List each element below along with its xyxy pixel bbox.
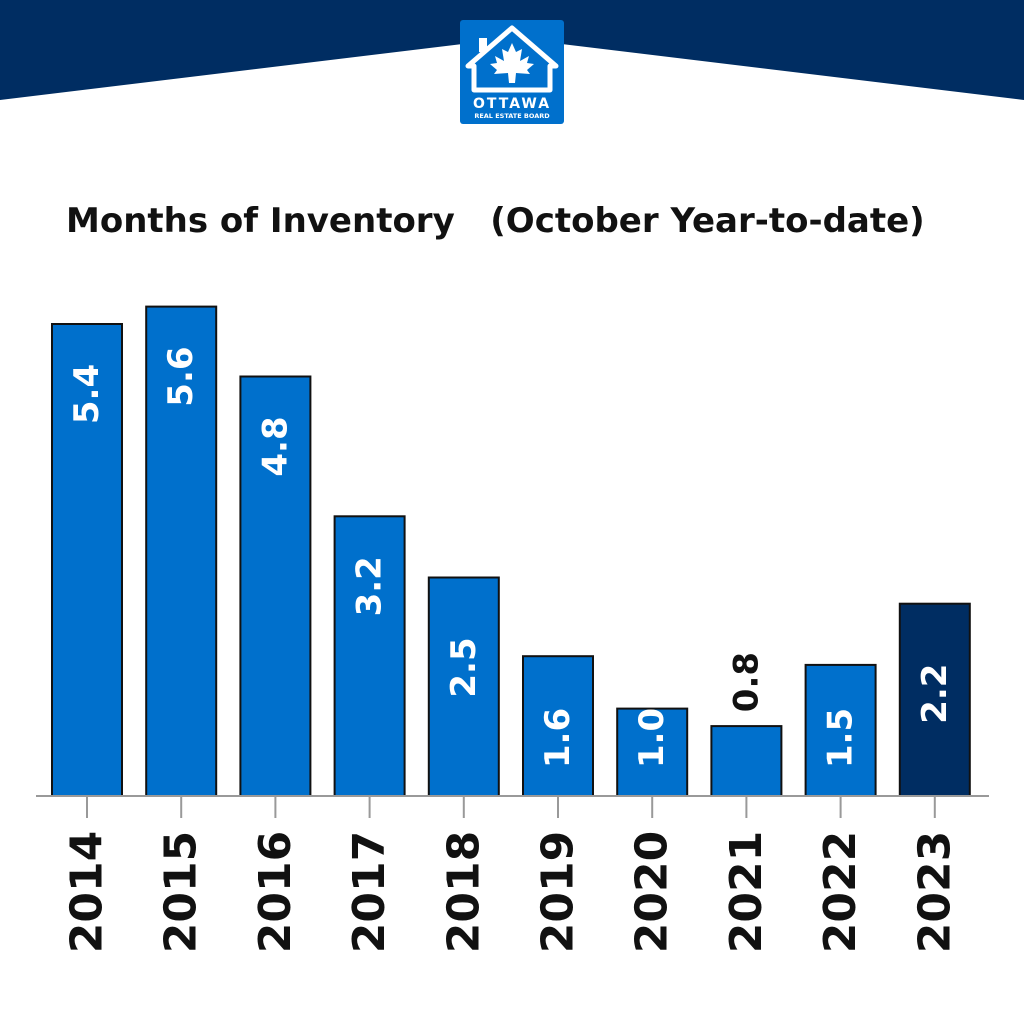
bar-value-label-2016: 4.8 — [255, 416, 295, 476]
bar-value-label-2022: 1.5 — [821, 708, 861, 768]
bar-value-label-2017: 3.2 — [350, 556, 390, 616]
header-band — [0, 0, 1024, 100]
x-tick-label-2014: 2014 — [62, 831, 113, 953]
logo-text-band — [463, 94, 561, 121]
maple-leaf-icon — [490, 43, 534, 83]
bar-2020 — [616, 707, 689, 797]
x-axis-ticks — [86, 796, 936, 818]
bar-value-label-2018: 2.5 — [444, 637, 484, 697]
bar-value-label-2023: 2.2 — [915, 664, 955, 724]
x-tick-label-2021: 2021 — [721, 831, 772, 953]
bar-2015 — [145, 305, 218, 797]
x-tick-label-2018: 2018 — [438, 831, 489, 953]
chart-title: Months of Inventory (October Year-to-dat… — [66, 201, 925, 241]
x-tick-label-2016: 2016 — [250, 831, 301, 953]
house-icon — [465, 25, 559, 93]
logo-text-real-estate-board: REAL ESTATE BOARD — [474, 112, 550, 120]
ottawa-real-estate-board-logo: OTTAWA REAL ESTATE BOARD — [460, 20, 564, 124]
bar-2022 — [804, 663, 877, 798]
logo-text-ottawa: OTTAWA — [473, 96, 551, 112]
x-axis-tick-labels: 2014 2015 2016 2017 2018 2019 2020 2021 2022 2023 — [62, 831, 961, 953]
chimney-icon — [479, 38, 487, 52]
x-tick-label-2020: 2020 — [627, 831, 678, 953]
bar-value-label-2015: 5.6 — [161, 346, 201, 406]
bar-2014 — [51, 323, 123, 797]
bar-value-label-2014: 5.4 — [67, 364, 107, 424]
bar-2021 — [710, 725, 783, 797]
x-tick-label-2022: 2022 — [815, 831, 866, 953]
bar-value-label-2019: 1.6 — [538, 708, 578, 768]
bar-labels-group: 5.4 5.6 4.8 3.2 2.5 1.6 1.0 0.8 1.5 2.2 — [67, 346, 955, 768]
bar-2019 — [522, 655, 594, 798]
x-tick-label-2015: 2015 — [156, 831, 207, 953]
bar-value-label-2021: 0.8 — [726, 652, 766, 712]
x-tick-label-2017: 2017 — [344, 831, 395, 953]
bar-value-label-2020: 1.0 — [632, 708, 672, 768]
x-tick-label-2019: 2019 — [533, 831, 584, 953]
bars-group — [51, 305, 971, 798]
x-tick-label-2023: 2023 — [909, 831, 960, 953]
